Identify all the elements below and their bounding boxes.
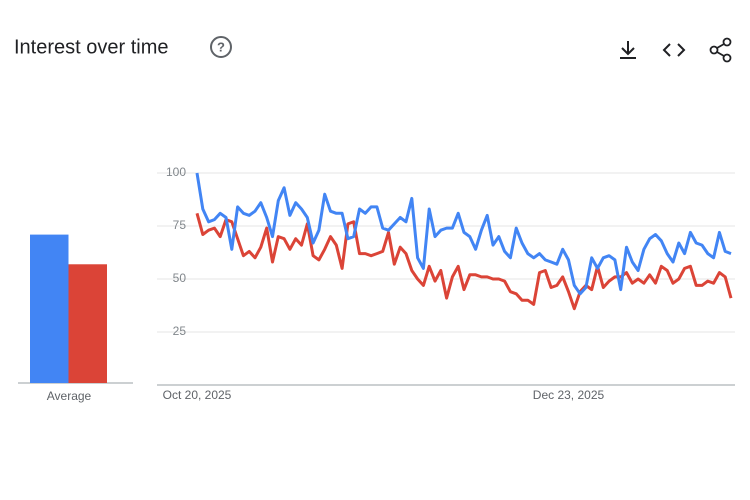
svg-text:?: ? xyxy=(217,39,225,54)
series-line xyxy=(195,212,733,311)
plot: 25 50 75 100 Oct 20, 2025 Dec 23, 2025 Average xyxy=(18,165,735,403)
average-bar xyxy=(68,264,107,383)
chart-title: Interest over time xyxy=(14,36,169,58)
embed-icon[interactable] xyxy=(662,43,686,57)
y-tick-label: 100 xyxy=(166,165,186,179)
download-icon[interactable] xyxy=(620,41,636,59)
average-bar xyxy=(30,234,69,383)
y-tick-label: 25 xyxy=(173,324,187,338)
help-icon[interactable]: ? xyxy=(210,36,232,58)
x-tick-label: Dec 23, 2025 xyxy=(533,388,605,402)
series-line xyxy=(195,172,732,296)
average-label: Average xyxy=(47,389,92,403)
y-tick-label: 50 xyxy=(173,271,187,285)
x-tick-label: Oct 20, 2025 xyxy=(163,388,232,402)
y-tick-label: 75 xyxy=(173,218,187,232)
share-icon[interactable] xyxy=(709,37,732,63)
